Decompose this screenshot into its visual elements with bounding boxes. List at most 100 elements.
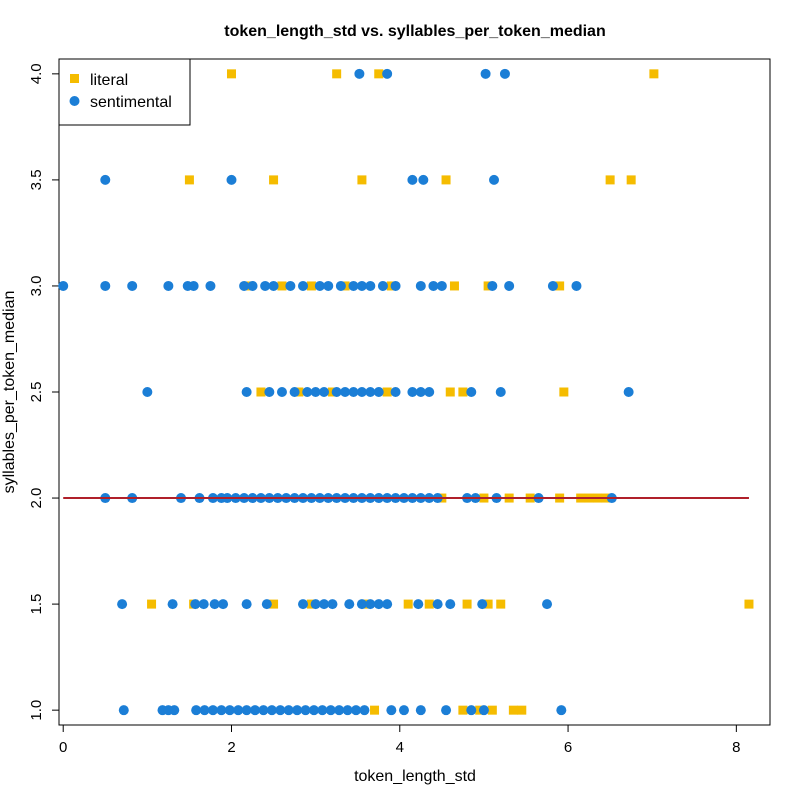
- y-tick-label: 1.5: [28, 594, 45, 615]
- point-literal: [626, 175, 636, 185]
- point-sentimental: [275, 705, 286, 716]
- point-sentimental: [292, 705, 303, 716]
- point-sentimental: [365, 387, 376, 397]
- y-axis: 1.0 1.5 2.0 2.5 3.0 3.5 4.0: [28, 63, 60, 721]
- point-sentimental: [441, 705, 452, 716]
- point-literal: [332, 69, 342, 79]
- point-sentimental: [319, 599, 330, 610]
- point-sentimental: [504, 280, 515, 291]
- point-literal: [744, 599, 754, 609]
- legend: literal sentimental: [58, 58, 191, 126]
- x-tick-label: 0: [59, 739, 67, 756]
- point-sentimental: [354, 68, 365, 79]
- x-tick-label: 6: [564, 739, 572, 756]
- point-literal: [605, 175, 615, 185]
- point-sentimental: [302, 387, 313, 397]
- point-sentimental: [198, 599, 209, 610]
- point-sentimental: [310, 387, 321, 397]
- data-points: [58, 68, 754, 716]
- point-literal: [649, 69, 659, 79]
- point-sentimental: [310, 599, 321, 610]
- point-sentimental: [241, 599, 252, 610]
- point-sentimental: [191, 705, 202, 716]
- point-sentimental: [542, 599, 553, 610]
- point-sentimental: [163, 280, 174, 291]
- point-sentimental: [547, 280, 558, 291]
- point-sentimental: [209, 599, 220, 610]
- point-literal: [147, 599, 157, 609]
- point-sentimental: [415, 387, 426, 397]
- x-axis-label: token_length_std: [354, 768, 476, 785]
- point-sentimental: [118, 705, 129, 716]
- x-tick-label: 2: [227, 739, 235, 756]
- point-sentimental: [169, 705, 180, 716]
- point-sentimental: [216, 705, 227, 716]
- point-sentimental: [100, 174, 111, 185]
- point-literal: [382, 387, 392, 397]
- point-sentimental: [127, 280, 138, 291]
- point-literal: [184, 175, 194, 185]
- point-sentimental: [247, 280, 258, 291]
- point-sentimental: [407, 387, 418, 397]
- point-literal: [555, 281, 565, 291]
- point-sentimental: [258, 705, 269, 716]
- point-sentimental: [356, 599, 367, 610]
- point-sentimental: [623, 387, 634, 397]
- point-sentimental: [142, 387, 153, 397]
- point-literal: [374, 69, 384, 79]
- point-sentimental: [340, 387, 351, 397]
- point-sentimental: [199, 705, 210, 716]
- point-literal: [269, 599, 279, 609]
- point-sentimental: [190, 599, 201, 610]
- point-sentimental: [390, 387, 401, 397]
- point-sentimental: [413, 599, 424, 610]
- legend-marker-literal: [70, 74, 79, 83]
- point-sentimental: [495, 387, 506, 397]
- point-sentimental: [373, 387, 384, 397]
- point-sentimental: [386, 705, 397, 716]
- legend-box: [58, 58, 191, 126]
- point-sentimental: [377, 280, 388, 291]
- point-sentimental: [348, 387, 359, 397]
- point-sentimental: [418, 174, 429, 185]
- point-sentimental: [359, 705, 370, 716]
- y-tick-label: 1.0: [28, 700, 45, 721]
- point-sentimental: [327, 599, 338, 610]
- point-sentimental: [428, 280, 439, 291]
- point-sentimental: [233, 705, 244, 716]
- point-literal: [496, 599, 506, 609]
- point-sentimental: [224, 705, 235, 716]
- legend-label-sentimental: sentimental: [90, 94, 172, 111]
- point-sentimental: [226, 174, 237, 185]
- point-literal: [445, 387, 455, 397]
- legend-label-literal: literal: [90, 72, 128, 89]
- point-sentimental: [250, 705, 261, 716]
- point-sentimental: [480, 68, 491, 79]
- point-sentimental: [188, 280, 199, 291]
- y-axis-label: syllables_per_token_median: [1, 291, 18, 494]
- point-sentimental: [268, 280, 279, 291]
- point-sentimental: [390, 280, 401, 291]
- point-sentimental: [382, 599, 393, 610]
- point-sentimental: [117, 599, 128, 610]
- point-sentimental: [289, 387, 300, 397]
- point-literal: [370, 705, 380, 715]
- point-literal: [357, 175, 367, 185]
- point-literal: [487, 705, 497, 715]
- point-sentimental: [342, 705, 353, 716]
- point-sentimental: [298, 280, 309, 291]
- point-sentimental: [205, 280, 216, 291]
- point-sentimental: [466, 705, 477, 716]
- point-sentimental: [487, 280, 498, 291]
- point-literal: [449, 281, 459, 291]
- point-sentimental: [373, 599, 384, 610]
- point-literal: [306, 281, 316, 291]
- point-sentimental: [356, 387, 367, 397]
- point-sentimental: [58, 280, 69, 291]
- point-sentimental: [261, 599, 272, 610]
- point-sentimental: [241, 387, 252, 397]
- y-tick-label: 2.5: [28, 382, 45, 403]
- point-sentimental: [298, 599, 309, 610]
- point-literal: [517, 705, 527, 715]
